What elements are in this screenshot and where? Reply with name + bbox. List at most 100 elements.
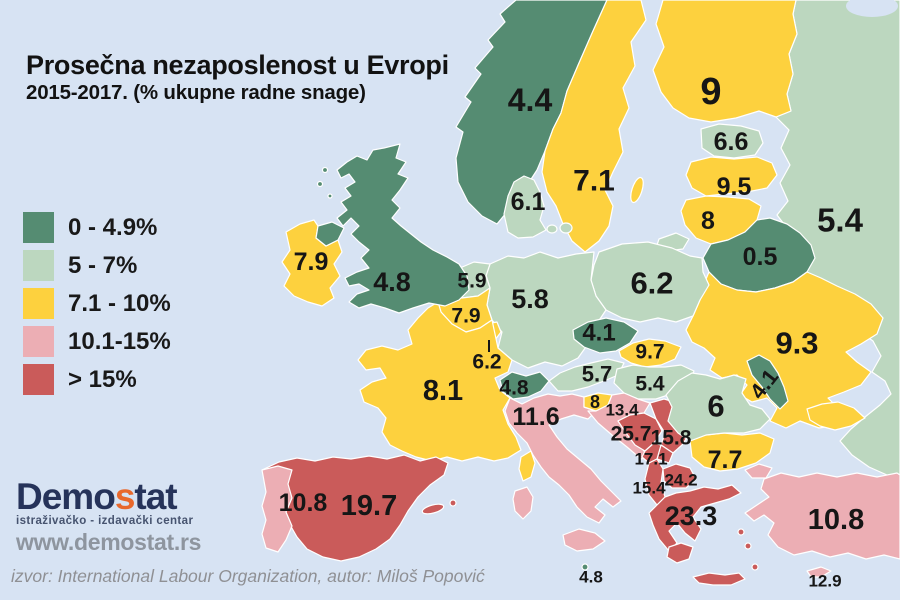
value-label-united-kingdom: 4.8 bbox=[373, 267, 411, 297]
value-label-bosnia: 25.7 bbox=[611, 423, 652, 446]
danish-island-funen bbox=[546, 224, 558, 234]
value-label-slovenia: 8 bbox=[590, 392, 600, 412]
value-label-germany: 5.8 bbox=[511, 284, 549, 314]
value-label-denmark: 6.1 bbox=[511, 188, 546, 216]
country-latvia bbox=[685, 156, 778, 197]
aegean-island bbox=[744, 542, 752, 550]
legend-row: 5 - 7% bbox=[23, 250, 171, 281]
country-sweden bbox=[541, 0, 647, 253]
hebrides-island bbox=[327, 193, 333, 199]
country-united-kingdom bbox=[336, 143, 470, 314]
aegean-island bbox=[751, 563, 759, 571]
value-label-estonia: 6.6 bbox=[714, 128, 749, 156]
country-cyprus bbox=[806, 566, 832, 578]
value-label-turkey: 10.8 bbox=[808, 504, 864, 536]
legend-label: 0 - 4.9% bbox=[68, 213, 158, 241]
map-title: Prosečna nezaposlenost u Evropi 2015-201… bbox=[26, 50, 449, 106]
value-label-belgium: 7.9 bbox=[451, 305, 480, 328]
country-estonia bbox=[700, 123, 764, 159]
country-malta bbox=[581, 563, 589, 571]
balearic-islands bbox=[421, 503, 445, 515]
crete-island bbox=[692, 572, 746, 586]
country-czechia bbox=[572, 317, 639, 354]
country-romania bbox=[665, 372, 771, 442]
legend-row: 0 - 4.9% bbox=[23, 212, 171, 243]
sicily-island bbox=[562, 528, 606, 552]
legend-row: 10.1-15% bbox=[23, 326, 171, 357]
legend-label: 7.1 - 10% bbox=[68, 289, 171, 317]
legend-swatch-10.1-15 bbox=[23, 326, 54, 357]
value-label-italy: 11.6 bbox=[512, 403, 559, 431]
value-label-romania: 6 bbox=[707, 389, 724, 424]
region-northern-ireland bbox=[315, 221, 345, 247]
sardinia-island bbox=[512, 486, 534, 520]
country-finland bbox=[652, 0, 798, 123]
legend: 0 - 4.9% 5 - 7% 7.1 - 10% 10.1-15% > 15% bbox=[23, 212, 171, 402]
value-label-hungary: 5.4 bbox=[635, 373, 665, 396]
value-label-croatia: 13.4 bbox=[605, 401, 639, 420]
legend-swatch-over-15 bbox=[23, 364, 54, 395]
danish-island-zealand bbox=[559, 222, 573, 234]
country-greece bbox=[648, 484, 742, 552]
country-italy bbox=[504, 393, 622, 524]
balearic-islands bbox=[449, 499, 457, 507]
country-denmark bbox=[503, 175, 547, 239]
value-label-austria: 5.7 bbox=[582, 362, 613, 387]
value-label-norway: 4.4 bbox=[508, 82, 553, 118]
title-line-2: 2015-2017. (% ukupne radne snage) bbox=[26, 81, 366, 105]
logo-part-tat: tat bbox=[134, 476, 177, 517]
value-label-finland: 9 bbox=[700, 71, 721, 113]
value-label-albania: 15.4 bbox=[632, 479, 666, 498]
value-label-switzerland: 4.8 bbox=[499, 377, 529, 400]
region-crimea bbox=[806, 401, 866, 431]
hebrides-island bbox=[316, 180, 324, 188]
country-slovakia bbox=[618, 338, 682, 368]
logo-part-s: s bbox=[114, 476, 136, 517]
demostat-branding: Demostat istraživačko - izdavački centar… bbox=[16, 478, 201, 554]
value-label-greece: 23.3 bbox=[665, 501, 718, 531]
value-label-latvia: 9.5 bbox=[717, 173, 752, 201]
value-label-lithuania: 8 bbox=[701, 207, 715, 235]
white-sea-inlet bbox=[846, 0, 898, 17]
value-label-luxembourg: 6.2 bbox=[472, 351, 501, 374]
logo-part-demo: Demo bbox=[16, 476, 116, 517]
value-label-bulgaria: 7.7 bbox=[708, 446, 743, 474]
country-macedonia bbox=[662, 463, 697, 489]
website-url: www.demostat.rs bbox=[16, 528, 202, 555]
legend-swatch-0-4.9 bbox=[23, 212, 54, 243]
legend-label: > 15% bbox=[68, 365, 137, 393]
value-label-russia: 5.4 bbox=[817, 202, 864, 239]
demostat-logo: Demostat bbox=[16, 478, 201, 515]
value-label-montenegro: 17.1 bbox=[634, 450, 667, 469]
value-label-france: 8.1 bbox=[423, 375, 463, 407]
value-label-ireland: 7.9 bbox=[294, 248, 329, 276]
source-attribution: izvor: International Labour Organization… bbox=[11, 566, 485, 586]
gotland-island bbox=[630, 176, 644, 204]
legend-label: 10.1-15% bbox=[68, 327, 171, 355]
hebrides-island bbox=[321, 166, 329, 174]
region-european-turkey bbox=[744, 463, 773, 479]
country-portugal bbox=[261, 465, 293, 553]
value-label-serbia: 15.8 bbox=[651, 427, 692, 450]
legend-row: > 15% bbox=[23, 364, 171, 395]
logo-subtitle: istraživačko - izdavački centar bbox=[16, 515, 194, 527]
value-label-czechia: 4.1 bbox=[582, 320, 615, 347]
region-peloponnese bbox=[666, 542, 694, 564]
country-switzerland bbox=[499, 371, 550, 400]
value-label-malta: 4.8 bbox=[579, 568, 603, 587]
legend-swatch-5-7 bbox=[23, 250, 54, 281]
value-label-portugal: 10.8 bbox=[279, 489, 328, 517]
legend-label: 5 - 7% bbox=[68, 251, 138, 279]
value-label-poland: 6.2 bbox=[630, 266, 673, 301]
value-label-ukraine: 9.3 bbox=[775, 326, 818, 361]
country-bosnia bbox=[617, 412, 663, 452]
aegean-island bbox=[737, 528, 745, 536]
country-moldova bbox=[746, 354, 789, 410]
value-label-cyprus: 12.9 bbox=[808, 572, 841, 591]
country-spain bbox=[261, 454, 449, 562]
value-label-spain: 19.7 bbox=[341, 490, 397, 522]
legend-row: 7.1 - 10% bbox=[23, 288, 171, 319]
country-turkey bbox=[744, 472, 900, 560]
title-line-1: Prosečna nezaposlenost u Evropi bbox=[26, 50, 449, 80]
